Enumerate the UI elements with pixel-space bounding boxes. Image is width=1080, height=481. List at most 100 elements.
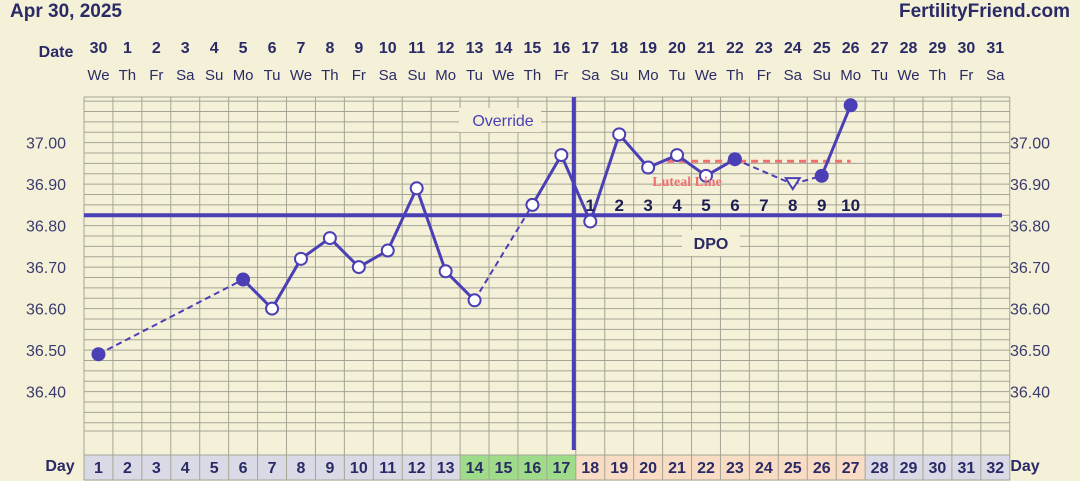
day-cell-bg [922, 455, 952, 480]
weekday-label: Sa [379, 67, 398, 84]
date-label: 30 [90, 40, 108, 57]
date-label: 2 [152, 40, 161, 57]
y-tick-right: 36.60 [1010, 302, 1050, 319]
date-label: 3 [181, 40, 190, 57]
day-cell-bg [170, 455, 200, 480]
date-label: 21 [697, 40, 715, 57]
temp-point-open [265, 301, 280, 316]
date-label: 15 [524, 40, 542, 57]
dpo-number: 4 [672, 196, 682, 215]
day-cell-bg [84, 455, 113, 480]
date-label: 29 [929, 40, 947, 57]
date-label: 12 [437, 40, 455, 57]
date-label: 4 [210, 40, 219, 57]
day-number-label: 7 [268, 460, 277, 477]
day-number-label: 20 [639, 460, 657, 477]
day-cell-bg [431, 455, 461, 480]
day-number-label: 16 [524, 460, 542, 477]
temp-segment [820, 104, 853, 177]
temp-segment-dashed [473, 204, 534, 301]
date-label: 30 [957, 40, 975, 57]
weekday-label: We [695, 67, 717, 84]
date-label: 17 [581, 40, 599, 57]
day-number-label: 19 [610, 460, 628, 477]
day-cell-bg [894, 455, 923, 480]
dpo-label: DPO [694, 236, 729, 253]
day-number-label: 25 [784, 460, 802, 477]
date-label: 31 [986, 40, 1004, 57]
dpo-number: 5 [701, 196, 710, 215]
override-label: Override [472, 113, 533, 130]
y-tick-left: 36.90 [26, 177, 66, 194]
day-cell-bg [720, 455, 750, 480]
temp-point-filled [727, 152, 742, 167]
date-label: 19 [639, 40, 657, 57]
weekday-label: Th [726, 67, 744, 84]
dpo-number: 3 [643, 196, 652, 215]
temp-segment-dashed [734, 158, 794, 186]
day-cell-bg [951, 455, 981, 480]
day-cell-bg [344, 455, 374, 480]
y-tick-left: 36.40 [26, 385, 66, 402]
day-cell-bg [691, 455, 721, 480]
date-label: 25 [813, 40, 831, 57]
y-tick-right: 36.90 [1010, 177, 1050, 194]
date-label: 10 [379, 40, 397, 57]
temp-segment [415, 187, 448, 272]
temp-point-open [698, 168, 713, 183]
day-cell-bg [373, 455, 403, 480]
day-cell-bg [257, 455, 287, 480]
day-row-label-left: Day [45, 458, 74, 475]
day-cell-bg [604, 455, 634, 480]
temp-point-filled [843, 98, 858, 113]
day-cell-bg [980, 455, 1010, 480]
temp-point-filled [236, 272, 251, 287]
date-label: 23 [755, 40, 773, 57]
y-tick-left: 36.50 [26, 343, 66, 360]
temp-point-open [322, 231, 337, 246]
day-number-label: 17 [552, 460, 570, 477]
weekday-label: Sa [581, 67, 600, 84]
day-cell-bg [228, 455, 258, 480]
day-number-label: 12 [408, 460, 426, 477]
weekday-label: Tu [264, 67, 281, 84]
y-tick-right: 36.70 [1010, 260, 1050, 277]
temp-point-open [670, 148, 685, 163]
day-number-label: 9 [325, 460, 334, 477]
date-label: 1 [123, 40, 132, 57]
weekday-label: Fr [352, 67, 366, 84]
day-number-label: 13 [437, 460, 455, 477]
temp-point-open [525, 197, 540, 212]
weekday-label: Sa [986, 67, 1005, 84]
day-number-label: 31 [957, 460, 975, 477]
temp-segment [386, 187, 419, 252]
weekday-label: Su [205, 67, 223, 84]
day-number-label: 6 [239, 460, 248, 477]
date-label: 11 [408, 40, 425, 57]
weekday-label: Mo [638, 67, 659, 84]
day-cell-bg [489, 455, 518, 480]
day-number-label: 10 [350, 460, 368, 477]
date-label: 24 [784, 40, 802, 57]
weekday-label: We [492, 67, 514, 84]
date-label: 8 [325, 40, 334, 57]
temp-point-filled [91, 347, 106, 362]
temp-point-open [409, 181, 424, 196]
temp-segment [270, 258, 303, 310]
day-cell-bg [807, 455, 837, 480]
weekday-label: Fr [959, 67, 973, 84]
brand-label: FertilityFriend.com [899, 1, 1070, 22]
date-row-label: Date [39, 44, 74, 61]
day-number-label: 24 [755, 460, 773, 477]
temp-point-open [467, 293, 482, 308]
day-number-label: 22 [697, 460, 715, 477]
day-number-label: 3 [152, 460, 161, 477]
y-tick-left: 36.70 [26, 260, 66, 277]
y-tick-right: 36.80 [1010, 219, 1050, 236]
temp-segment [618, 133, 650, 169]
dpo-number: 9 [817, 196, 826, 215]
day-row-label-right: Day [1010, 458, 1039, 475]
weekday-label: We [897, 67, 919, 84]
